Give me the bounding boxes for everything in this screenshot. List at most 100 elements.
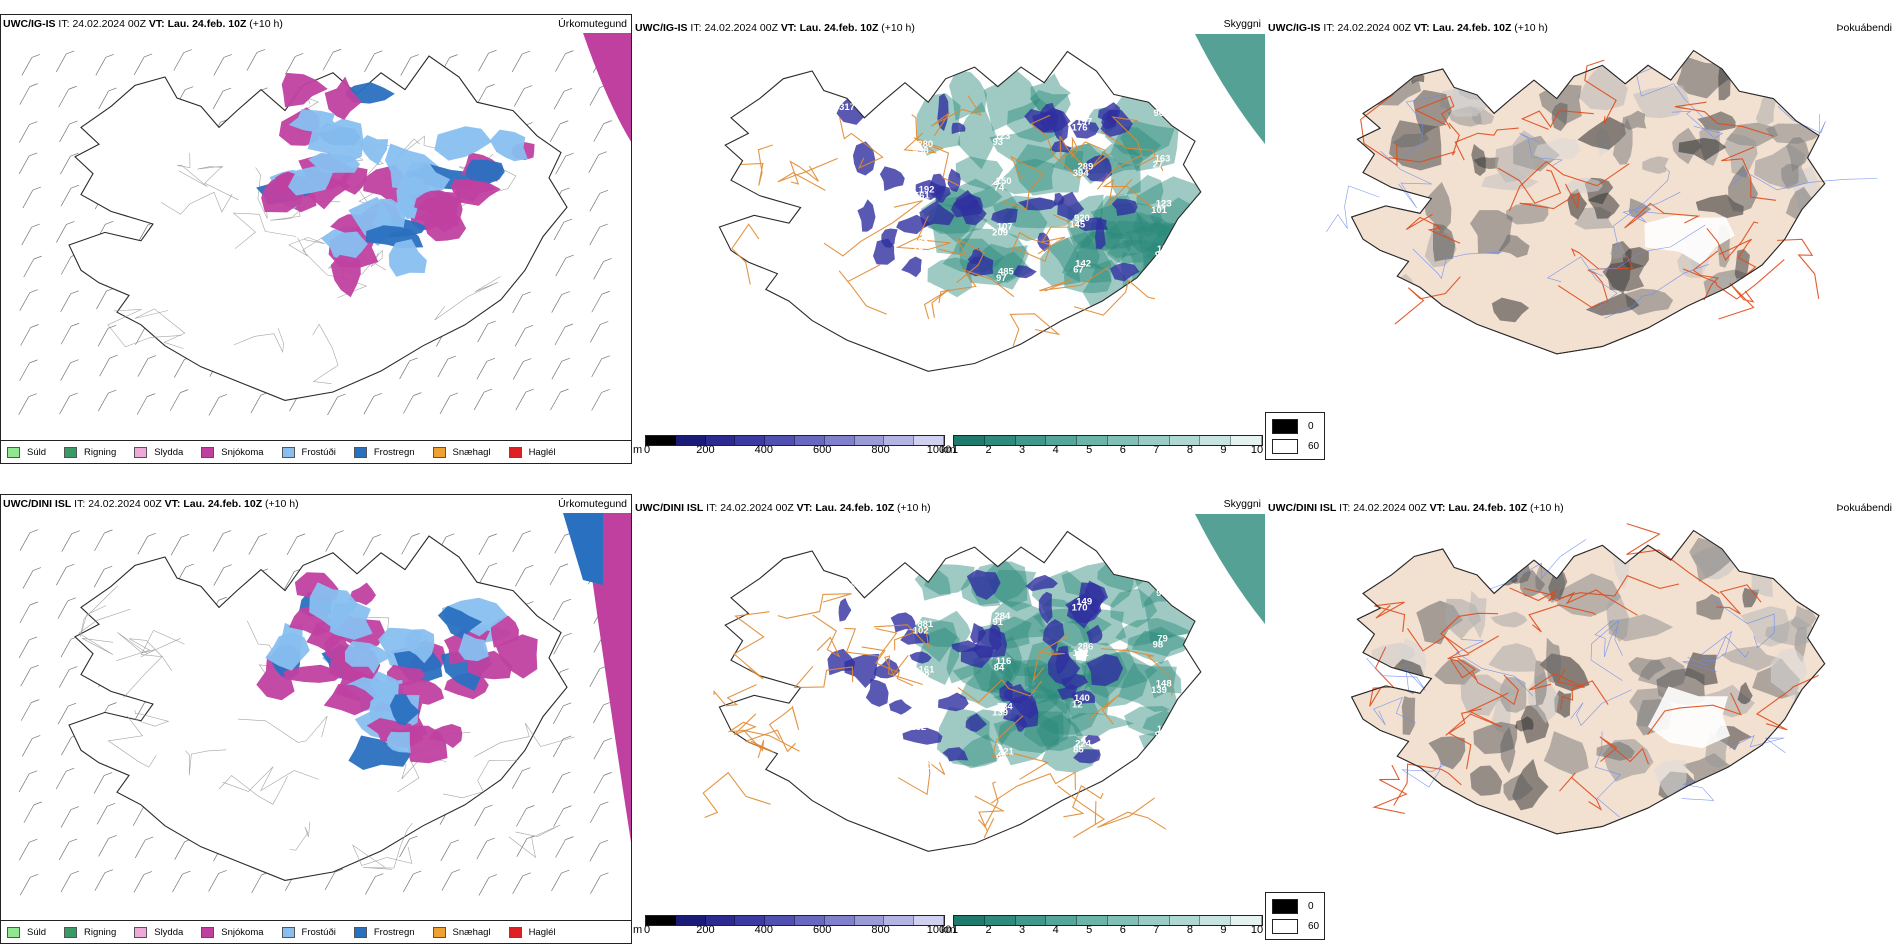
legend-item-2: Slydda: [134, 926, 184, 938]
panel-title: UWC/IG-IS IT: 24.02.2024 00Z VT: Lau. 24…: [635, 22, 915, 34]
visibility-value-label: 140: [1074, 693, 1090, 704]
legend-item-0: Súld: [7, 446, 47, 458]
colorbar-tick: 7: [1153, 444, 1160, 456]
visibility-value-label: 534: [997, 701, 1014, 712]
legend-swatch: [353, 446, 367, 458]
legend-swatch: [508, 446, 522, 458]
visibility-value-label: 123: [994, 131, 1010, 142]
colorbar-tick: 7: [1153, 924, 1160, 936]
legend-label: Frostúði: [301, 926, 336, 938]
fog-legend-label: 0: [1308, 901, 1314, 912]
colorbar-tick: 9: [1220, 444, 1227, 456]
colorbar-tick: 200: [696, 924, 715, 936]
visibility-value-label: 176: [1072, 123, 1088, 134]
legend-item-2: Slydda: [134, 446, 184, 458]
legend-label: Súld: [27, 446, 47, 458]
legend-label: Snæhagl: [452, 446, 491, 458]
legend-label: Súld: [27, 926, 47, 938]
visibility-colorbar-km: km 1 2 3 4 5 6 7 8 9 10: [941, 435, 1263, 464]
colorbar-tick: 8: [1186, 924, 1193, 936]
precip-type-map: [18, 513, 631, 896]
colorbar-tick: 10: [1250, 444, 1264, 456]
fog-legend-item: 60: [1272, 439, 1319, 454]
visibility-value-label: 85: [1073, 745, 1084, 756]
panel-variable-label: Skyggni: [1223, 498, 1261, 510]
panel-variable-label: Þokuábendi: [1836, 22, 1892, 34]
legend-item-3: Snjókoma: [201, 446, 264, 458]
visibility-value-label: 150: [996, 176, 1012, 187]
colorbar-tick: 8: [1186, 444, 1193, 456]
colorbar-strip: [953, 435, 1263, 446]
visibility-value-label: 142: [1075, 258, 1091, 269]
visibility-value-label: 101: [1151, 205, 1168, 216]
panel-variable-label: Úrkomutegund: [558, 18, 627, 30]
legend-swatch: [7, 926, 20, 938]
fog-legend-swatch: [1272, 899, 1298, 914]
legend-item-6: Snæhagl: [432, 926, 491, 938]
visibility-value-label: 345: [839, 582, 856, 593]
visibility-value-label: 139: [1151, 685, 1167, 696]
legend-item-5: Frostregn: [353, 926, 415, 938]
legend-swatch: [64, 446, 78, 458]
colorbar-unit: m: [633, 444, 643, 456]
visibility-value-label: 317: [839, 102, 855, 113]
legend-item-4: Frostúði: [281, 926, 336, 938]
visibility-value-label: 96: [1155, 730, 1166, 741]
precip-type-panel-bottom: UWC/DINI ISL IT: 24.02.2024 00Z VT: Lau.…: [0, 494, 632, 944]
precip-type-legend: Súld Rigning Slydda Snjókoma Frostúði Frostre…: [1, 920, 631, 943]
visibility-value-label: 286: [1077, 642, 1093, 653]
colorbar-strip: [645, 435, 945, 446]
precip-type-panel-top: UWC/IG-IS IT: 24.02.2024 00Z VT: Lau. 24…: [0, 14, 632, 464]
visibility-value-label: 70: [913, 242, 924, 253]
visibility-value-label: 224: [1075, 738, 1092, 749]
colorbar-unit: m: [633, 924, 643, 936]
visibility-panel-top: UWC/IG-IS IT: 24.02.2024 00Z VT: Lau. 24…: [633, 14, 1265, 464]
visibility-value-label: 98: [1153, 640, 1164, 651]
visibility-value-label: 84: [994, 662, 1005, 673]
colorbar-strip: [645, 915, 945, 926]
visibility-value-label: 79: [1157, 634, 1168, 645]
visibility-value-label: 91: [993, 617, 1004, 628]
legend-swatch: [134, 926, 148, 938]
visibility-value-label: 920: [1074, 213, 1090, 224]
colorbar-unit: km: [941, 444, 956, 456]
legend-label: Rigning: [84, 926, 117, 938]
visibility-value-label: 394: [1073, 168, 1090, 179]
visibility-value-label: 962: [1153, 108, 1169, 119]
fog-map: [1326, 49, 1878, 355]
colorbar-tick: 600: [813, 924, 832, 936]
colorbar-tick: 10: [1250, 924, 1264, 936]
legend-label: Frostúði: [301, 446, 336, 458]
legend-label: Snæhagl: [452, 926, 491, 938]
panel-title: UWC/DINI ISL IT: 24.02.2024 00Z VT: Lau.…: [1268, 502, 1564, 514]
panel-title: UWC/DINI ISL IT: 24.02.2024 00Z VT: Lau.…: [3, 498, 299, 510]
visibility-value-label: 170: [1072, 603, 1088, 614]
visibility-value-label: 96: [996, 753, 1007, 764]
visibility-value-label: 99: [1156, 588, 1167, 599]
panel-title: UWC/DINI ISL IT: 24.02.2024 00Z VT: Lau.…: [635, 502, 931, 514]
fog-panel-bottom: UWC/DINI ISL IT: 24.02.2024 00Z VT: Lau.…: [1266, 494, 1896, 888]
legend-item-7: Haglél: [508, 926, 556, 938]
legend-swatch: [201, 926, 215, 938]
visibility-value-label: 209: [992, 228, 1008, 239]
fog-panel-top: UWC/IG-IS IT: 24.02.2024 00Z VT: Lau. 24…: [1266, 14, 1896, 408]
panel-variable-label: Þokuábendi: [1836, 502, 1892, 514]
visibility-value-label: 561: [914, 191, 931, 202]
visibility-value-label: 92: [1155, 250, 1166, 261]
panel-variable-label: Skyggni: [1223, 18, 1261, 30]
colorbar-tick: 600: [813, 444, 832, 456]
visibility-colorbar-m: m 0 200 400 600 800 1000: [633, 435, 951, 464]
legend-swatch: [432, 926, 446, 938]
visibility-value-label: 74: [994, 182, 1005, 193]
colorbar-tick: 200: [696, 444, 715, 456]
precip-type-map: [18, 33, 631, 416]
legend-label: Slydda: [154, 926, 184, 938]
fog-legend-top: 0 60: [1265, 412, 1325, 460]
legend-swatch: [432, 446, 446, 458]
legend-swatch: [201, 446, 215, 458]
legend-label: Slydda: [154, 446, 184, 458]
legend-swatch: [64, 926, 78, 938]
visibility-value-label: 485: [998, 267, 1015, 278]
visibility-value-label: 120: [916, 761, 932, 772]
legend-label: Frostregn: [373, 446, 415, 458]
